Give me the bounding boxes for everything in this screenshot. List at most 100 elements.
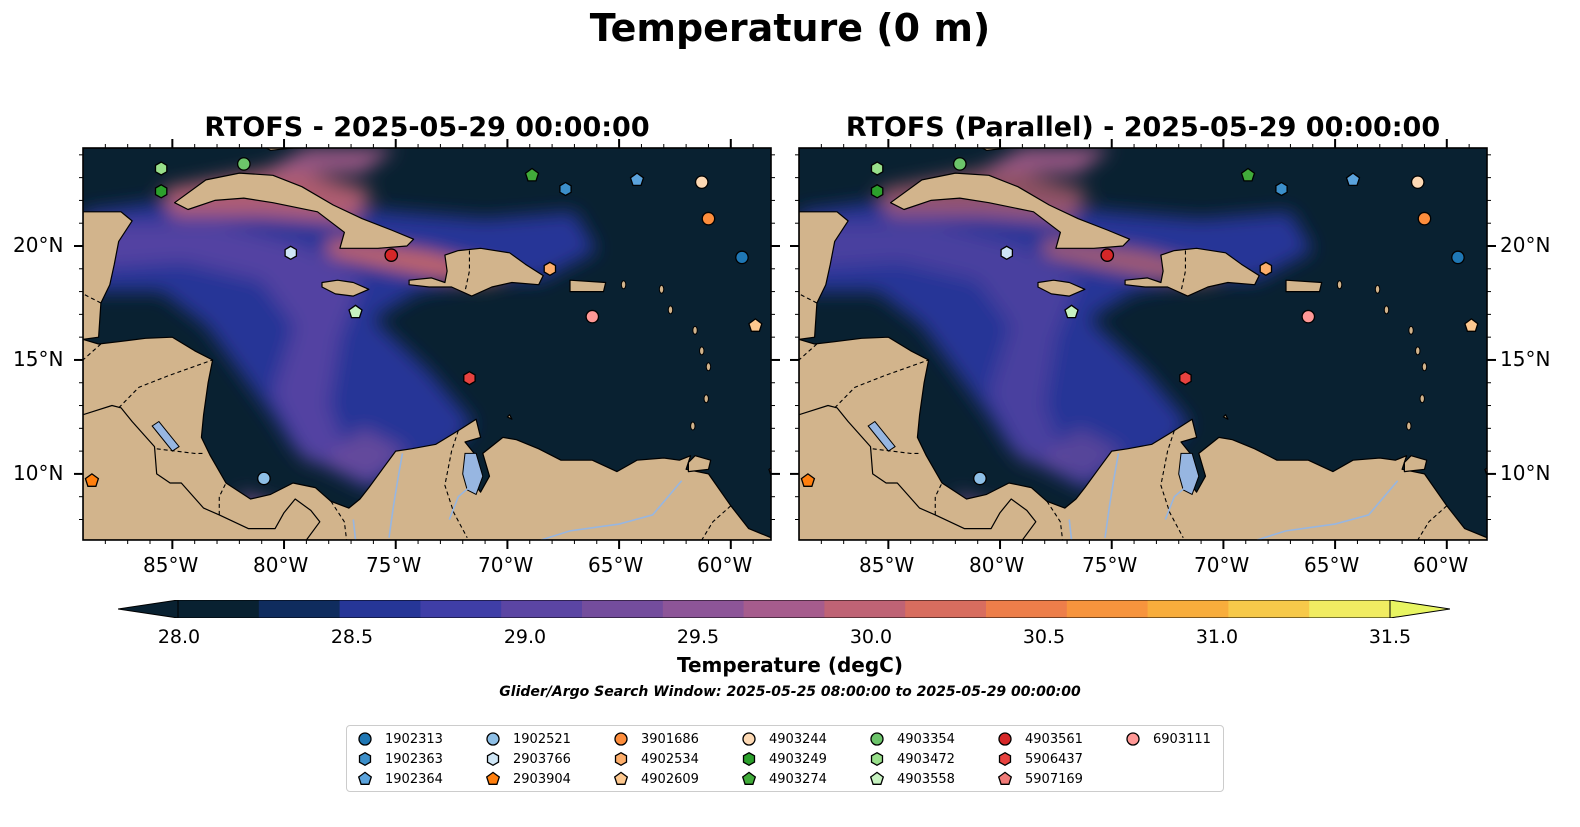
legend-label: 4903354: [897, 731, 955, 747]
land-smallIslands: [506, 414, 513, 420]
legend-label: 4903558: [897, 771, 955, 787]
colorbar-tick-label: 28.5: [330, 626, 374, 648]
search-window-note: Glider/Argo Search Window: 2025-05-25 08…: [499, 684, 1081, 700]
colorbar-tick-label: 30.5: [1022, 626, 1066, 648]
hexagon-marker-icon: [358, 751, 372, 767]
colorbar-tick-label: 28.0: [157, 626, 201, 648]
lon-tick-label: 75°W: [366, 553, 422, 577]
float-marker-4903244: [1410, 175, 1425, 190]
legend-label: 1902313: [385, 731, 443, 747]
colorbar-title: Temperature (degC): [677, 653, 903, 677]
small-island: [1421, 362, 1428, 372]
legend-item-4902609: 4902609: [611, 769, 699, 789]
landmass: [83, 148, 771, 540]
lake: [151, 420, 180, 452]
pentagon-marker-icon: [741, 771, 757, 785]
legend-label: 5906437: [1025, 751, 1083, 767]
colorbar-tick-label: 31.0: [1195, 626, 1239, 648]
legend-swatch: [486, 751, 500, 767]
legend-swatch: [486, 732, 500, 746]
lat-tick-label: 15°N: [1500, 347, 1551, 371]
legend-label: 4902534: [641, 751, 699, 767]
hexagon-marker-icon: [870, 751, 884, 767]
map-panel-rtofs[interactable]: [74, 139, 780, 549]
small-island: [705, 362, 712, 372]
legend-label: 2903766: [513, 751, 571, 767]
lat-tick-label: 10°N: [13, 461, 64, 485]
lon-tick-label: 70°W: [478, 553, 534, 577]
panel-title-rtofs: RTOFS - 2025-05-29 00:00:00: [204, 112, 650, 143]
land-trinidad: [687, 455, 712, 473]
circle-marker-icon: [1126, 732, 1140, 746]
legend-item-3901686: 3901686: [611, 729, 699, 749]
colorbar-bin: [582, 600, 664, 618]
hexagon-marker-icon: [998, 751, 1012, 767]
country-border: [83, 343, 102, 361]
country-border: [799, 343, 818, 361]
legend-label: 1902521: [513, 731, 571, 747]
landmass: [799, 148, 1487, 540]
small-island: [1383, 305, 1390, 315]
float-marker-1902521: [973, 471, 987, 486]
float-marker-4903561: [1100, 248, 1115, 262]
map-canvas: [74, 139, 780, 549]
legend-item-4903244: 4903244: [739, 729, 827, 749]
small-island: [1415, 346, 1421, 356]
figure-title: Temperature (0 m): [589, 6, 991, 50]
legend-label: 1902363: [385, 751, 443, 767]
map-panel-rtofs-parallel[interactable]: [790, 139, 1496, 549]
pentagon-marker-icon: [869, 771, 885, 785]
circle-marker-icon: [614, 732, 628, 746]
legend-swatch: [614, 732, 628, 746]
land-cuba: [174, 172, 415, 249]
legend-item-1902313: 1902313: [355, 729, 443, 749]
float-marker-1902521: [257, 471, 271, 486]
legend-label: 4902609: [641, 771, 699, 787]
map-frame: [798, 147, 1488, 541]
lon-tick-label: 65°W: [588, 553, 644, 577]
colorbar-bin: [1066, 600, 1149, 618]
land-jamaica: [321, 279, 370, 297]
land-smallIslands: [1222, 414, 1229, 420]
legend-swatch: [741, 771, 757, 785]
hexagon-marker-icon: [486, 751, 500, 767]
legend-item-5906437: 5906437: [995, 749, 1083, 769]
small-island: [620, 280, 627, 290]
lat-tick-label: 10°N: [1500, 461, 1551, 485]
legend-item-4902534: 4902534: [611, 749, 699, 769]
river: [352, 519, 357, 540]
map-canvas: [790, 139, 1496, 549]
legend-item-5907169: 5907169: [995, 769, 1083, 789]
colorbar-bin: [258, 600, 341, 618]
legend-swatch: [870, 751, 884, 767]
float-marker-4902609: [1464, 318, 1479, 332]
lake: [1178, 452, 1200, 496]
float-marker-4903354: [952, 157, 967, 171]
float-marker-1902364: [1345, 172, 1361, 187]
float-marker-2903904: [84, 473, 100, 487]
country-border: [1046, 500, 1064, 540]
river: [540, 480, 683, 540]
float-marker-4903249: [870, 184, 884, 199]
country-border: [218, 482, 227, 515]
float-marker-4903274: [1240, 167, 1256, 182]
colorbar-bin: [501, 600, 583, 618]
small-island: [667, 305, 674, 315]
legend-label: 4903561: [1025, 731, 1083, 747]
axis-ticks: [790, 139, 1496, 549]
legend-item-1902521: 1902521: [483, 729, 571, 749]
small-island: [703, 394, 709, 404]
legend-item-4903558: 4903558: [867, 769, 955, 789]
circle-marker-icon: [870, 732, 884, 746]
river: [388, 453, 404, 538]
legend-item-4903249: 4903249: [739, 749, 827, 769]
legend-swatch: [357, 771, 373, 785]
colorbar-bin: [1147, 600, 1229, 618]
circle-marker-icon: [742, 732, 756, 746]
legend-swatch: [998, 732, 1012, 746]
float-marker-4903558: [1064, 304, 1079, 319]
small-island: [658, 284, 665, 294]
land-puertoRico: [1285, 279, 1323, 293]
float-marker-3901686: [1417, 211, 1432, 226]
country-border: [444, 430, 468, 538]
